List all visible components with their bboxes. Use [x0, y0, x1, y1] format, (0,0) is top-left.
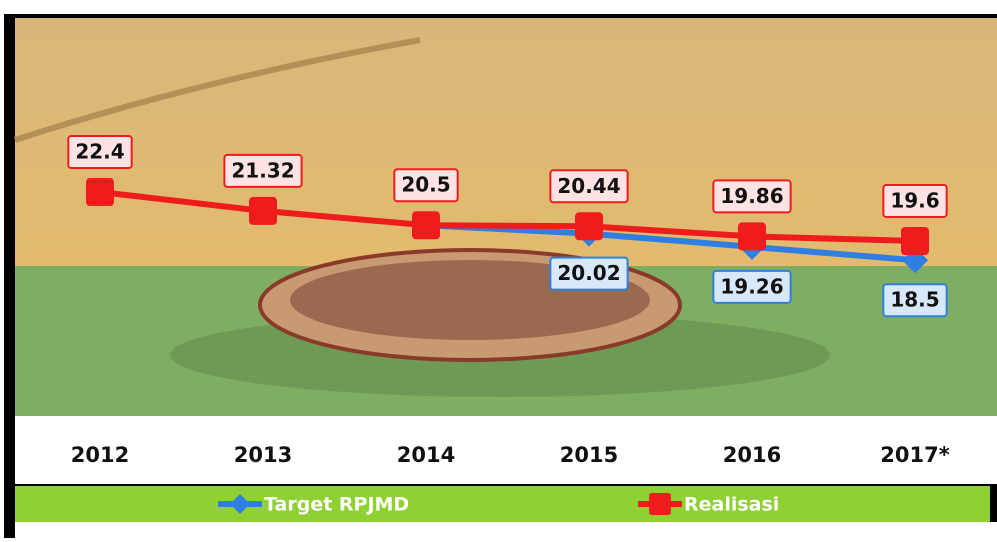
x-tick-label: 2015 [560, 443, 618, 467]
data-label-box [882, 183, 948, 218]
data-label: 20.5 [401, 173, 450, 197]
marker [249, 196, 277, 225]
data-label-box [393, 168, 459, 203]
data-label: 19.86 [720, 184, 783, 208]
x-tick-label: 2017* [880, 443, 949, 467]
x-tick-label: 2016 [723, 443, 781, 467]
data-label-box [549, 169, 629, 204]
data-label-box [549, 256, 629, 291]
decor-line [14, 37, 421, 143]
x-tick-label: 2013 [234, 443, 292, 467]
data-label: 18.5 [890, 288, 939, 312]
marker [738, 222, 766, 251]
data-label-box [67, 135, 133, 170]
series-line [425, 222, 916, 264]
data-label: 19.6 [890, 188, 939, 212]
x-tick-label: 2012 [71, 443, 129, 467]
marker [575, 212, 603, 241]
data-label: 19.26 [720, 274, 783, 298]
series-line [99, 189, 916, 244]
data-label: 21.32 [231, 158, 294, 182]
x-tick-label: 2014 [397, 443, 455, 467]
data-label-box [223, 153, 303, 188]
data-label-box [712, 179, 792, 214]
label-band [15, 416, 997, 484]
marker [86, 178, 114, 207]
legend-marker [230, 494, 250, 514]
marker [902, 247, 928, 274]
marker [412, 211, 440, 240]
legend-bar [15, 486, 990, 522]
legend-label: Target RPJMD [264, 494, 409, 516]
data-label-box [882, 283, 948, 318]
marker [901, 226, 929, 255]
legend-marker [649, 493, 671, 515]
data-label: 22.4 [75, 140, 124, 164]
data-label: 20.44 [557, 174, 620, 198]
bottom-band [15, 522, 997, 538]
data-label: 20.02 [557, 261, 620, 285]
legend-label: Realisasi [684, 494, 779, 516]
data-label-box [712, 269, 792, 304]
